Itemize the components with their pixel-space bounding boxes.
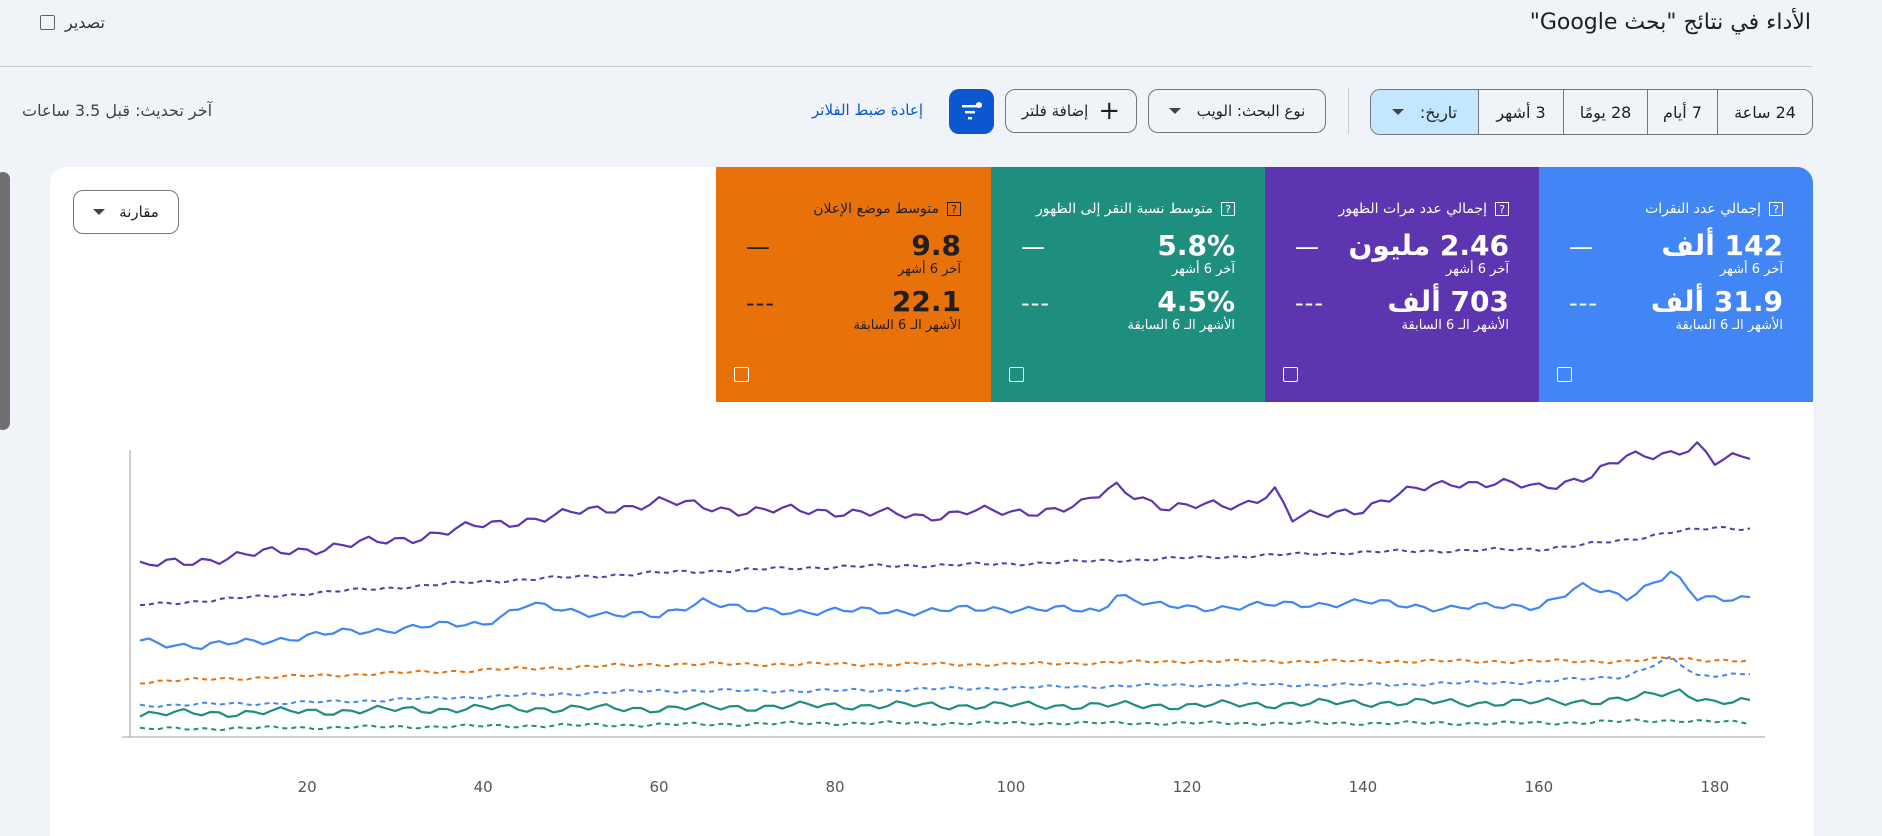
metric-value: 5.8%: [1157, 229, 1235, 262]
metric-value: 142 ألف: [1661, 229, 1783, 262]
scrollbar-thumb[interactable]: [0, 172, 10, 430]
metric-value: 9.8: [911, 229, 961, 262]
metric-period: آخر 6 أشهر: [1171, 262, 1235, 277]
search-type-dropdown[interactable]: نوع البحث: الويب: [1148, 89, 1326, 133]
solid-line-legend: —: [1569, 233, 1594, 261]
metric-tile-impressions[interactable]: ? إجمالي عدد مرات الظهور 2.46 مليون آخر …: [1265, 167, 1539, 402]
x-tick-label: 160: [1525, 778, 1554, 796]
filter-button[interactable]: [949, 89, 994, 134]
export-control[interactable]: تصدير: [40, 13, 105, 32]
metric-period: آخر 6 أشهر: [1719, 262, 1783, 277]
series-line-1: [139, 526, 1751, 607]
date-range-3m[interactable]: 3 أشهر: [1478, 90, 1563, 134]
date-range-24h[interactable]: 24 ساعة: [1717, 90, 1812, 134]
dropdown-arrow-icon: [1391, 109, 1404, 115]
performance-chart: 20 40 60 80 100 120 140 160 180: [122, 441, 1765, 796]
dropdown-arrow-icon: [1168, 108, 1181, 114]
export-label: تصدير: [65, 13, 106, 32]
metric-prev-value: 4.5%: [1157, 285, 1235, 318]
metric-checkbox[interactable]: [734, 367, 749, 382]
metric-tile-clicks[interactable]: ? إجمالي عدد النقرات 142 ألف آخر 6 أشهر …: [1539, 167, 1813, 402]
series-line-6: [139, 718, 1751, 732]
export-checkbox[interactable]: [40, 15, 55, 30]
header-divider: [0, 66, 1812, 67]
x-tick-label: 60: [650, 778, 669, 796]
last-update-text: آخر تحديث: قبل 3.5 ساعات: [22, 101, 213, 120]
metric-prev-value: 31.9 ألف: [1650, 285, 1783, 318]
metric-prev-period: الأشهر الـ 6 السابقة: [853, 318, 961, 333]
metric-prev-period: الأشهر الـ 6 السابقة: [1401, 318, 1509, 333]
plus-icon: +: [1098, 96, 1121, 126]
series-line-2: [139, 570, 1751, 651]
metric-prev-period: الأشهر الـ 6 السابقة: [1675, 318, 1783, 333]
x-tick-label: 20: [298, 778, 317, 796]
help-icon[interactable]: ?: [1221, 202, 1235, 216]
series-line-4: [139, 656, 1751, 685]
metric-period: آخر 6 أشهر: [897, 262, 961, 277]
series-line-0: [139, 441, 1751, 567]
toolbar-divider: [1348, 88, 1349, 134]
help-icon[interactable]: ?: [1495, 202, 1509, 216]
metric-prev-period: الأشهر الـ 6 السابقة: [1127, 318, 1235, 333]
add-filter-label: إضافة فلتر: [1021, 102, 1089, 120]
solid-line-legend: —: [1021, 233, 1046, 261]
search-type-label: نوع البحث: الويب: [1196, 102, 1306, 120]
page-title: الأداء في نتائج "بحث Google": [1529, 10, 1811, 35]
metric-value: 2.46 مليون: [1348, 229, 1510, 262]
x-tick-label: 80: [825, 778, 844, 796]
x-tick-label: 140: [1349, 778, 1378, 796]
solid-line-legend: —: [1295, 233, 1320, 261]
x-tick-label: 100: [997, 778, 1026, 796]
metric-tile-position[interactable]: ? متوسط موضع الإعلان 9.8 آخر 6 أشهر — 22…: [716, 167, 991, 402]
x-tick-label: 40: [474, 778, 493, 796]
series-line-5: [139, 688, 1751, 718]
compare-dropdown[interactable]: مقارنة: [73, 190, 179, 234]
reset-filters-link[interactable]: إعادة ضبط الفلاتر: [812, 101, 923, 119]
metric-checkbox[interactable]: [1283, 367, 1298, 382]
add-filter-button[interactable]: + إضافة فلتر: [1005, 89, 1137, 133]
date-range-7d[interactable]: 7 أيام: [1647, 90, 1717, 134]
metric-title: متوسط موضع الإعلان: [813, 201, 939, 217]
dashed-line-legend: ---: [1295, 289, 1324, 317]
metric-prev-value: 22.1: [891, 285, 961, 318]
metric-title: إجمالي عدد النقرات: [1645, 201, 1761, 217]
x-tick-label: 120: [1173, 778, 1202, 796]
filter-list-icon: [961, 101, 982, 119]
metric-tile-ctr[interactable]: ? متوسط نسبة النقر إلى الظهور 5.8% آخر 6…: [991, 167, 1265, 402]
dashed-line-legend: ---: [746, 289, 775, 317]
help-icon[interactable]: ?: [947, 202, 961, 216]
date-range-28d[interactable]: 28 يومًا: [1563, 90, 1647, 134]
date-range-selector[interactable]: 24 ساعة 7 أيام 28 يومًا 3 أشهر تاريخ:: [1370, 89, 1813, 135]
x-tick-label: 180: [1700, 778, 1729, 796]
metric-period: آخر 6 أشهر: [1445, 262, 1509, 277]
metric-prev-value: 703 ألف: [1387, 285, 1509, 318]
metric-title: إجمالي عدد مرات الظهور: [1338, 201, 1487, 217]
metric-checkbox[interactable]: [1009, 367, 1024, 382]
metric-title: متوسط نسبة النقر إلى الظهور: [1036, 201, 1213, 217]
date-selector-label: تاريخ:: [1419, 102, 1458, 122]
help-icon[interactable]: ?: [1769, 202, 1783, 216]
dropdown-arrow-icon: [93, 209, 106, 215]
dashed-line-legend: ---: [1021, 289, 1050, 317]
metric-checkbox[interactable]: [1557, 367, 1572, 382]
dashed-line-legend: ---: [1569, 289, 1598, 317]
series-line-3: [139, 655, 1751, 709]
compare-label: مقارنة: [119, 203, 159, 221]
date-custom-dropdown[interactable]: تاريخ:: [1371, 90, 1478, 134]
solid-line-legend: —: [746, 233, 771, 261]
